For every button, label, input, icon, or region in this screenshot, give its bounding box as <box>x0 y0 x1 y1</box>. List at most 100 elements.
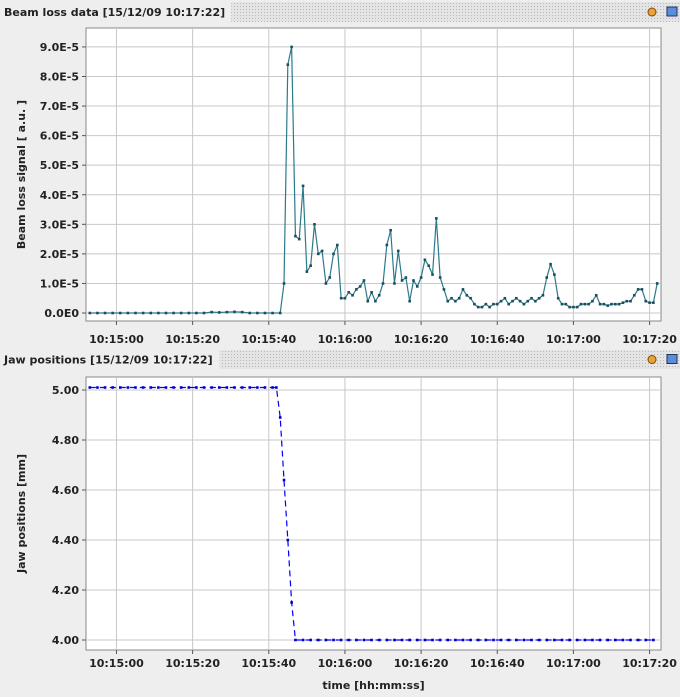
detach-icon[interactable] <box>666 6 678 17</box>
x-axis-label: time [hh:mm:ss] <box>322 679 424 692</box>
x-tick-label: 10:16:20 <box>394 657 449 670</box>
settings-icon[interactable] <box>647 7 657 17</box>
detach-icon[interactable] <box>666 354 678 364</box>
y-tick-label: 3.0E-5 <box>40 218 79 231</box>
x-tick-label: 10:16:20 <box>394 333 449 346</box>
data-point <box>518 299 522 303</box>
data-point <box>96 311 99 315</box>
data-point <box>385 243 389 247</box>
data-point <box>537 296 541 300</box>
data-point <box>179 386 183 389</box>
data-point <box>248 311 252 315</box>
data-point <box>149 311 153 315</box>
x-tick-label: 10:15:40 <box>241 657 296 670</box>
data-point <box>309 264 312 268</box>
data-point <box>195 386 198 389</box>
data-point <box>614 638 617 642</box>
data-point <box>652 638 655 642</box>
data-point <box>126 311 130 315</box>
data-point <box>157 311 160 315</box>
data-point <box>652 301 655 304</box>
y-tick-label: 8.0E-5 <box>40 70 79 83</box>
data-point <box>602 302 606 306</box>
data-point <box>275 386 278 389</box>
data-point <box>305 270 309 273</box>
data-point <box>495 302 499 306</box>
data-point <box>435 217 438 220</box>
data-point <box>636 288 640 291</box>
data-point <box>347 638 351 642</box>
data-point <box>431 638 434 642</box>
data-point <box>278 311 282 315</box>
y-axis-label: Beam loss signal [ a.u. ] <box>15 100 28 249</box>
data-point <box>633 293 636 297</box>
data-point <box>332 638 335 642</box>
data-point <box>217 311 221 314</box>
data-point <box>225 310 229 314</box>
data-point <box>294 234 297 238</box>
data-point <box>256 311 259 315</box>
data-point <box>484 302 488 306</box>
data-point <box>522 302 526 306</box>
y-tick-label: 7.0E-5 <box>40 100 79 113</box>
data-point <box>560 302 564 306</box>
x-tick-label: 10:16:00 <box>318 333 373 346</box>
data-point <box>377 293 381 297</box>
data-point <box>457 296 461 300</box>
data-point <box>614 302 617 306</box>
data-point <box>370 638 373 642</box>
settings-icon[interactable] <box>647 355 657 364</box>
data-point <box>374 299 377 303</box>
data-point <box>343 296 347 300</box>
data-point <box>560 638 564 642</box>
data-point <box>294 638 297 642</box>
data-point <box>476 638 480 642</box>
data-point <box>461 288 465 291</box>
data-point <box>328 276 332 279</box>
data-point <box>568 638 571 642</box>
data-point <box>400 638 404 642</box>
data-point <box>564 302 568 306</box>
y-tick-label: 4.20 <box>52 584 79 597</box>
data-point <box>507 638 510 642</box>
data-point <box>442 288 446 291</box>
data-point <box>210 386 213 389</box>
data-point <box>530 638 533 642</box>
data-point <box>263 311 267 315</box>
data-point <box>526 299 530 303</box>
data-point <box>324 282 328 285</box>
data-point <box>301 638 305 642</box>
data-point <box>286 63 290 66</box>
data-point <box>370 291 373 294</box>
data-point <box>606 304 609 307</box>
data-point <box>469 638 472 642</box>
data-point <box>655 282 659 285</box>
data-point <box>316 252 320 256</box>
data-point <box>320 249 324 253</box>
data-point <box>408 299 411 303</box>
data-point <box>118 311 122 315</box>
y-tick-label: 1.0E-5 <box>40 277 79 290</box>
data-point <box>621 301 625 304</box>
data-point <box>629 299 632 303</box>
data-point <box>640 288 644 291</box>
data-point <box>351 293 354 297</box>
data-point <box>583 638 587 642</box>
data-point <box>362 279 366 282</box>
data-point <box>499 299 503 303</box>
data-point <box>111 386 114 389</box>
data-point <box>88 311 92 315</box>
y-tick-label: 2.0E-5 <box>40 248 79 261</box>
data-point <box>575 305 579 309</box>
data-point <box>575 638 579 642</box>
data-point <box>164 386 168 389</box>
y-tick-label: 4.40 <box>52 534 79 547</box>
data-point <box>636 638 640 642</box>
chart-panel: Beam loss data [15/12/09 10:17:22] 0.0E0 1… <box>0 2 680 346</box>
data-point <box>499 638 503 642</box>
data-point <box>134 386 137 389</box>
data-point <box>313 223 316 226</box>
y-tick-label: 4.00 <box>52 634 79 647</box>
data-point <box>484 638 488 642</box>
